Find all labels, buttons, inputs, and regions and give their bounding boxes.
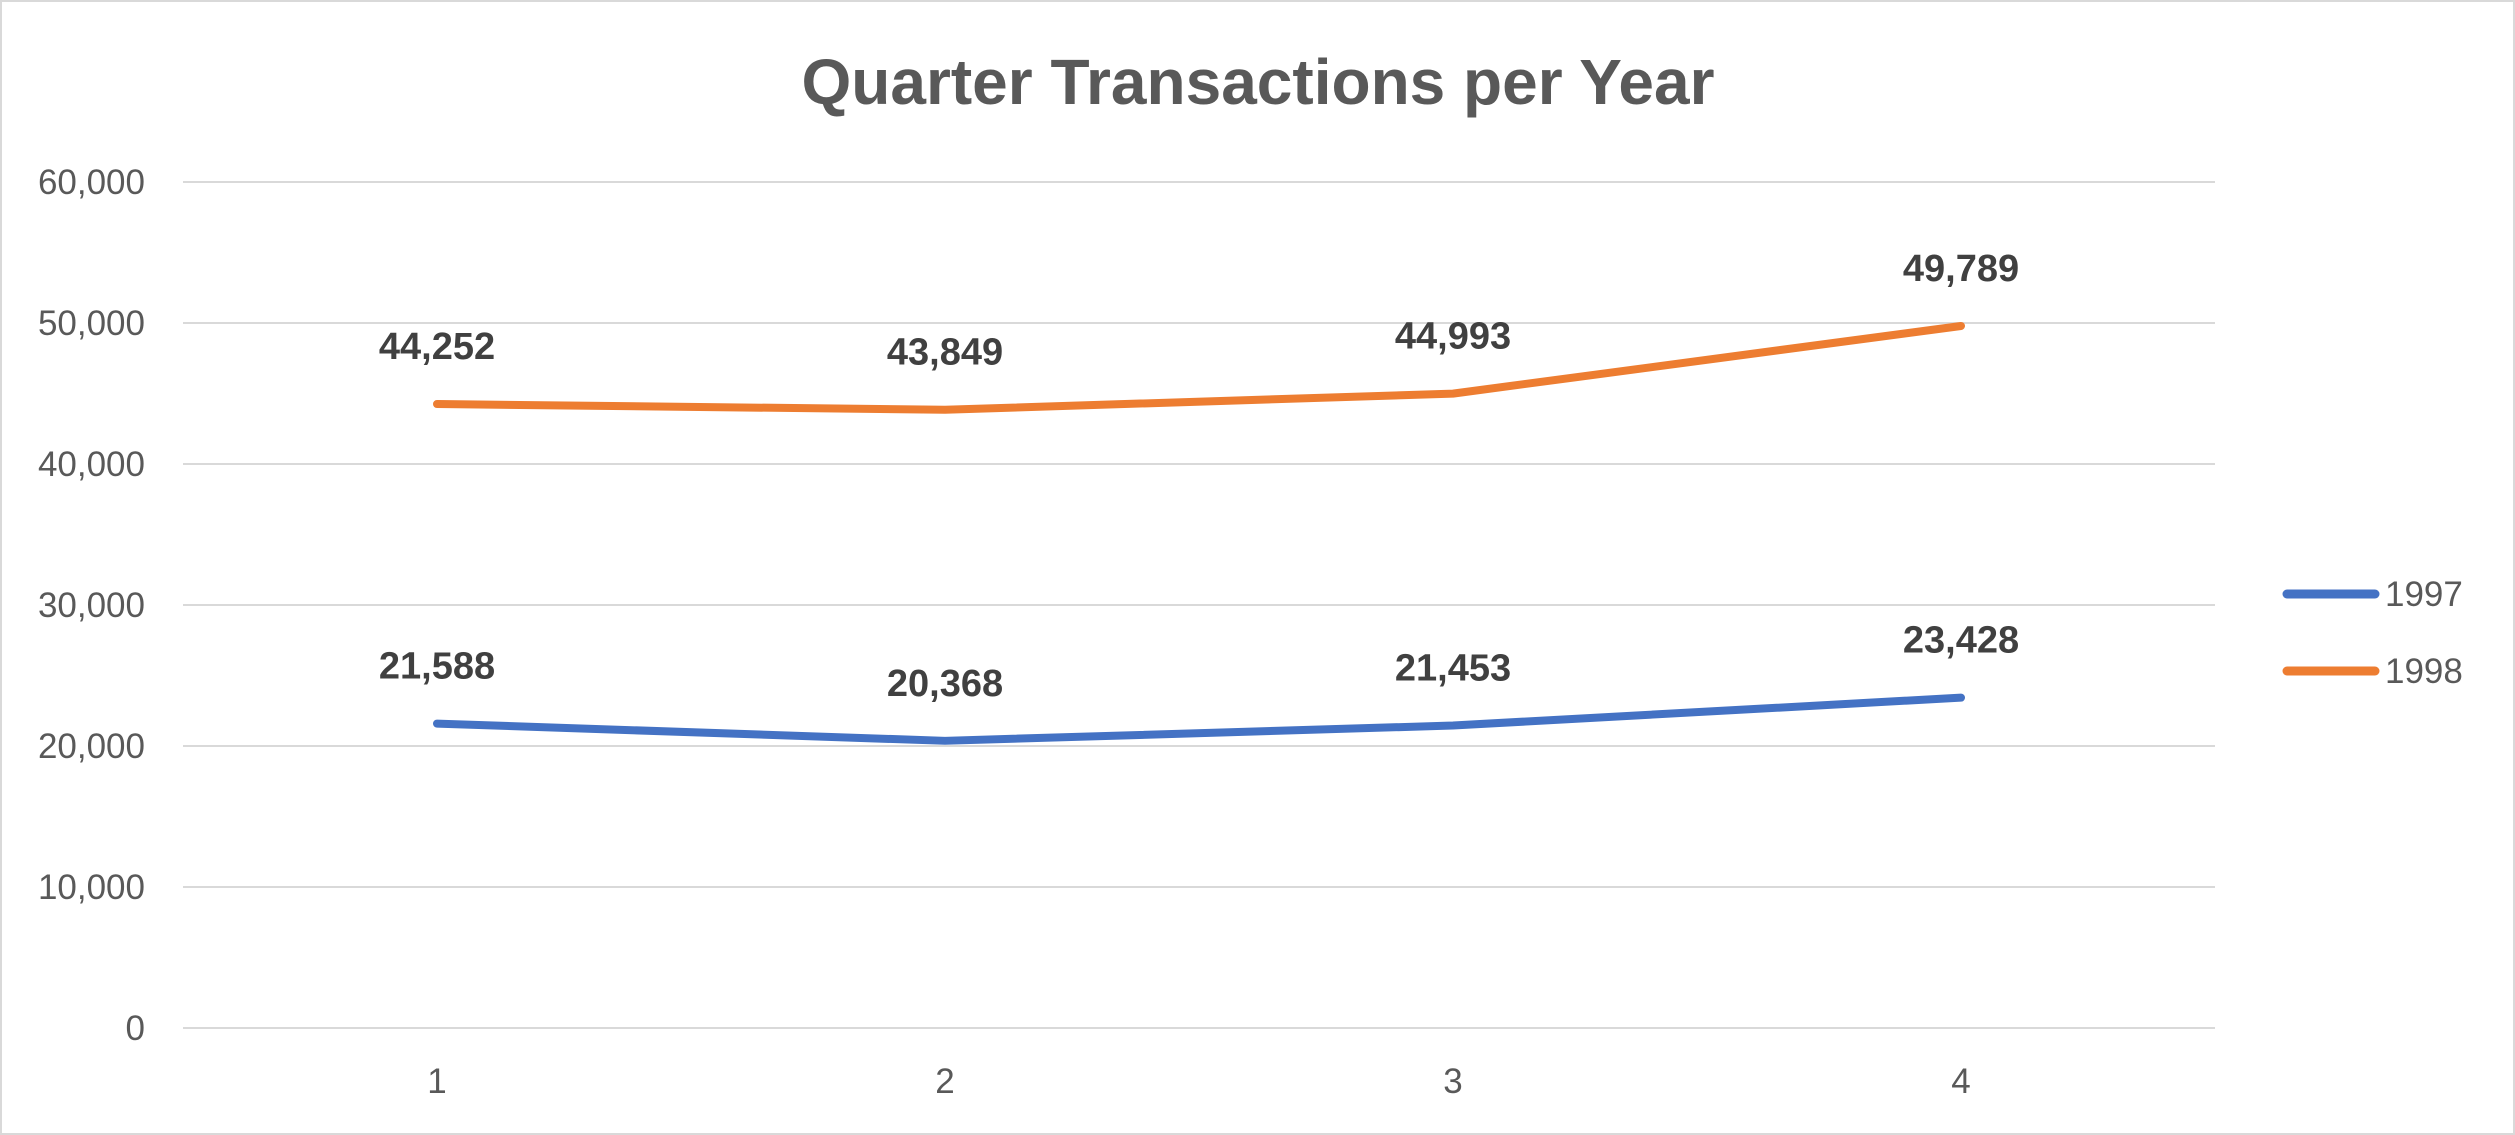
data-label: 21,588 (379, 646, 495, 688)
legend: 1997 1998 (2282, 575, 2463, 691)
x-axis-tick-labels: 1 2 3 4 (427, 1062, 1970, 1101)
chart-title: Quarter Transactions per Year (801, 46, 1714, 118)
data-labels: 21,588 20,368 21,453 23,428 44,252 43,849 44,9… (379, 248, 2019, 705)
data-label: 44,993 (1395, 316, 1511, 358)
y-tick-label: 10,000 (38, 868, 145, 907)
y-tick-label: 30,000 (38, 586, 145, 625)
legend-label: 1997 (2385, 575, 2463, 614)
x-tick-label: 1 (427, 1062, 446, 1101)
data-label: 43,849 (887, 332, 1003, 374)
x-tick-label: 4 (1951, 1062, 1970, 1101)
series-lines (433, 321, 1965, 745)
series-line-1998 (433, 321, 1965, 414)
data-label: 20,368 (887, 663, 1003, 705)
series-line-1997 (433, 693, 1965, 745)
x-tick-label: 2 (935, 1062, 954, 1101)
y-tick-label: 0 (126, 1009, 145, 1048)
data-label: 44,252 (379, 326, 495, 368)
legend-label: 1998 (2385, 652, 2463, 691)
y-tick-label: 40,000 (38, 445, 145, 484)
y-tick-label: 20,000 (38, 727, 145, 766)
x-tick-label: 3 (1443, 1062, 1462, 1101)
gridlines (183, 181, 2215, 1029)
data-label: 21,453 (1395, 648, 1511, 690)
data-label: 49,789 (1903, 248, 2019, 290)
y-tick-label: 50,000 (38, 304, 145, 343)
data-label: 23,428 (1903, 620, 2019, 662)
y-axis-tick-labels: 0 10,000 20,000 30,000 40,000 50,000 60,000 (38, 163, 145, 1048)
y-tick-label: 60,000 (38, 163, 145, 202)
